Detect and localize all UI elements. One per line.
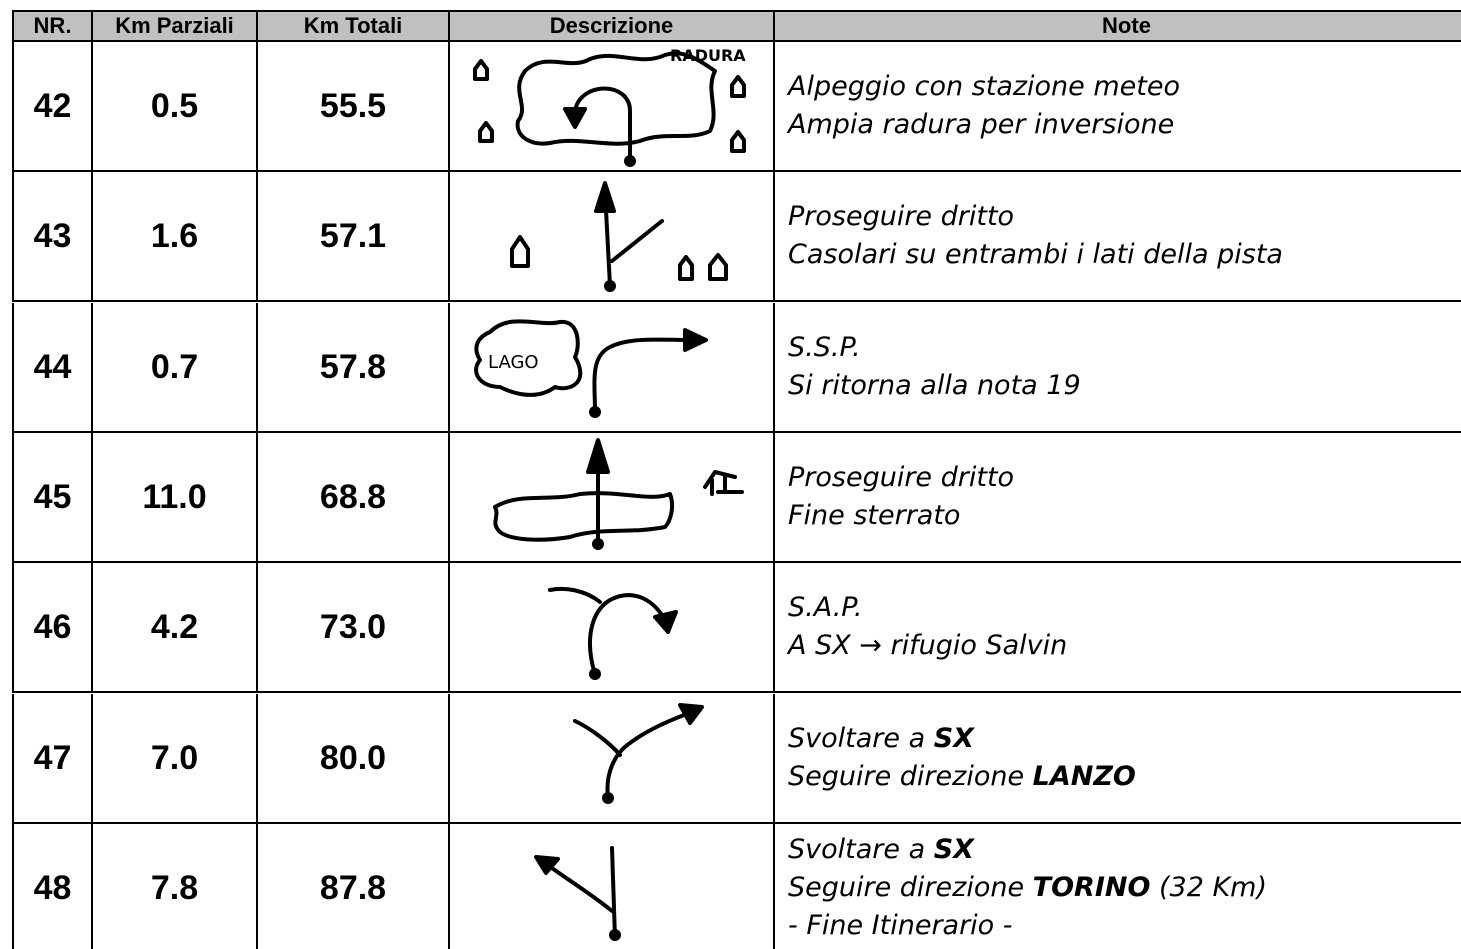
km-parziali-cell: 7.8 [93, 824, 258, 949]
note-text: LANZO [1032, 761, 1136, 792]
note-line: - Fine Itinerario - [788, 907, 1267, 945]
sketch-label: RADURA [670, 46, 746, 65]
note-line: Proseguire dritto [788, 459, 1014, 497]
description-cell [450, 694, 775, 824]
note-cell: Svoltare a SX Seguire direzione LANZO [775, 694, 1461, 824]
note-cell: Svoltare a SX Seguire direzione TORINO (3… [775, 824, 1461, 949]
note-text: Proseguire dritto [788, 201, 1015, 232]
sketch [493, 438, 744, 550]
note-text: SX [933, 834, 974, 865]
note-line: Casolari su entrambi i lati della pista [788, 236, 1283, 274]
nr-cell: 47 [12, 694, 93, 824]
nr-cell: 45 [12, 433, 93, 563]
km-totali-cell: 68.8 [258, 433, 450, 563]
note-lines: Svoltare a SX Seguire direzione LANZO [788, 720, 1136, 796]
description-cell [450, 433, 775, 563]
note-text: Svoltare a [788, 834, 934, 865]
note-text: Fine sterrato [788, 500, 961, 531]
note-line: Svoltare a SX [788, 720, 1136, 758]
note-lines: S.S.P. Si ritorna alla nota 19 [788, 329, 1081, 405]
note-lines: S.A.P. A SX → rifugio Salvin [788, 589, 1067, 665]
sketch-label: LAGO [488, 352, 539, 373]
note-cell: S.S.P. Si ritorna alla nota 19 [775, 303, 1461, 433]
km-parziali-cell: 11.0 [93, 433, 258, 563]
note-cell: S.A.P. A SX → rifugio Salvin [775, 563, 1461, 693]
description-cell [450, 563, 775, 693]
nr-cell: 43 [12, 172, 93, 302]
header-cell: Km Totali [258, 10, 450, 42]
km-totali-cell: 57.8 [258, 303, 450, 433]
nr-cell: 48 [12, 824, 93, 949]
note-line: A SX → rifugio Salvin [788, 627, 1067, 665]
nr-cell: 44 [12, 303, 93, 433]
description-cell: RADURA [450, 42, 775, 172]
note-text: S.S.P. [788, 332, 861, 363]
km-parziali-cell: 1.6 [93, 172, 258, 302]
note-line: S.S.P. [788, 329, 1081, 367]
note-line: Svoltare a SX [788, 831, 1267, 869]
note-line: Fine sterrato [788, 497, 1014, 535]
km-parziali-cell: 4.2 [93, 563, 258, 693]
note-lines: Proseguire dritto Fine sterrato [788, 459, 1014, 535]
nr-cell: 42 [12, 42, 93, 172]
note-cell: Proseguire dritto Casolari su entrambi i … [775, 172, 1461, 302]
note-line: Alpeggio con stazione meteo [788, 68, 1180, 106]
note-text: Svoltare a [788, 723, 934, 754]
sketch [548, 586, 678, 680]
note-text: Seguire direzione [788, 761, 1033, 792]
note-line: Proseguire dritto [788, 198, 1283, 236]
note-text: Proseguire dritto [788, 462, 1015, 493]
note-text: A SX → rifugio Salvin [788, 630, 1068, 661]
note-text: Si ritorna alla nota 19 [788, 370, 1081, 401]
note-cell: Proseguire dritto Fine sterrato [775, 433, 1461, 563]
km-parziali-cell: 7.0 [93, 694, 258, 824]
km-parziali-cell: 0.5 [93, 42, 258, 172]
header-cell: Km Parziali [93, 10, 258, 42]
sketch: RADURA [473, 46, 746, 167]
km-parziali-cell: 0.7 [93, 303, 258, 433]
sketch: LAGO [474, 319, 708, 418]
note-text: - Fine Itinerario - [788, 910, 1013, 941]
note-text: (32 Km) [1150, 872, 1268, 903]
sketch [534, 846, 621, 941]
note-line: Seguire direzione TORINO (32 Km) [788, 869, 1267, 907]
header-cell: Descrizione [450, 10, 775, 42]
note-lines: Proseguire dritto Casolari su entrambi i … [788, 198, 1283, 274]
header-cell: Note [775, 10, 1461, 42]
sketch [510, 181, 728, 292]
header-cell: NR. [12, 10, 93, 42]
note-cell: Alpeggio con stazione meteo Ampia radura … [775, 42, 1461, 172]
description-cell [450, 824, 775, 949]
note-text: TORINO [1032, 872, 1151, 903]
km-totali-cell: 73.0 [258, 563, 450, 693]
note-text: Ampia radura per inversione [788, 109, 1175, 140]
description-cell: LAGO [450, 303, 775, 433]
note-text: S.A.P. [788, 592, 863, 623]
note-text: Casolari su entrambi i lati della pista [788, 239, 1283, 270]
note-lines: Alpeggio con stazione meteo Ampia radura … [788, 68, 1180, 144]
description-cell [450, 172, 775, 302]
note-line: Ampia radura per inversione [788, 106, 1180, 144]
note-text: Alpeggio con stazione meteo [788, 71, 1180, 102]
km-totali-cell: 80.0 [258, 694, 450, 824]
nr-cell: 46 [12, 563, 93, 693]
km-totali-cell: 87.8 [258, 824, 450, 949]
note-line: S.A.P. [788, 589, 1067, 627]
note-line: Seguire direzione LANZO [788, 758, 1136, 796]
km-totali-cell: 57.1 [258, 172, 450, 302]
sketch [573, 703, 704, 804]
note-line: Si ritorna alla nota 19 [788, 367, 1081, 405]
note-text: Seguire direzione [788, 872, 1033, 903]
km-totali-cell: 55.5 [258, 42, 450, 172]
note-text: SX [933, 723, 974, 754]
note-lines: Svoltare a SX Seguire direzione TORINO (3… [788, 831, 1267, 945]
